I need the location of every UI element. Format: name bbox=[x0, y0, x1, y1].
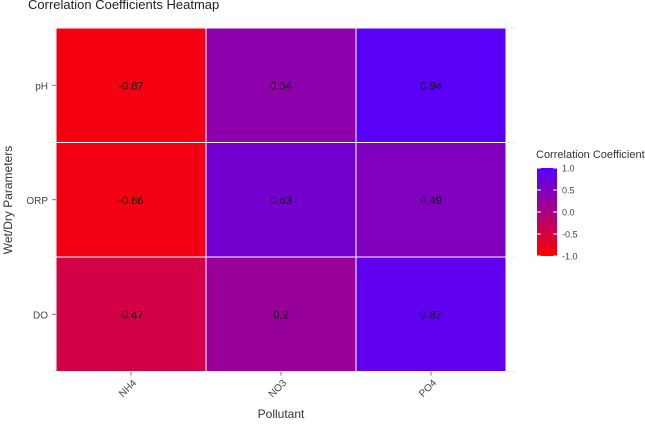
legend-tick-label: 1.0 bbox=[562, 164, 575, 174]
x-tick-label: PO4 bbox=[417, 378, 439, 400]
y-tick-label: ORP bbox=[26, 196, 48, 207]
heatmap-cell bbox=[55, 256, 207, 372]
x-tick-label: NO3 bbox=[267, 378, 290, 401]
cell-value-label: 0.63 bbox=[270, 195, 291, 207]
cell-value-label: 0.87 bbox=[420, 309, 441, 321]
legend-tick-label: -0.5 bbox=[562, 230, 578, 240]
cell-value-label: 0.94 bbox=[420, 80, 441, 92]
legend-tick-label: 0.0 bbox=[562, 208, 575, 218]
legend-color-bar bbox=[537, 168, 557, 256]
heatmap-cell bbox=[355, 27, 507, 143]
color-legend: Correlation Coefficient 1.0 0.5 0.0 -0.5 -1.… bbox=[536, 149, 645, 262]
cell-value-label: 0.2 bbox=[273, 309, 288, 321]
legend-title: Correlation Coefficient bbox=[536, 149, 645, 161]
legend-tick-label: -1.0 bbox=[562, 252, 578, 262]
heatmap-cell bbox=[205, 27, 357, 143]
cell-value-label: -0.87 bbox=[118, 80, 143, 92]
cell-value-label: -0.47 bbox=[118, 309, 143, 321]
cell-value-label: 0.34 bbox=[270, 80, 291, 92]
heatmap-cells: -0.87 0.34 0.94 -0.86 0.63 0.49 -0.47 0.2 0.87 bbox=[55, 27, 507, 372]
y-axis-ticks: pH ORP DO bbox=[26, 81, 56, 321]
heatmap-cell bbox=[205, 256, 357, 372]
cell-value-label: 0.49 bbox=[420, 195, 441, 207]
chart-title: Correlation Coefficients Heatmap bbox=[28, 0, 219, 12]
heatmap-cell bbox=[355, 142, 507, 258]
y-axis-label: Wet/Dry Parameters bbox=[1, 146, 15, 254]
x-axis-ticks: NH4 NO3 PO4 bbox=[117, 371, 439, 401]
x-axis-label: Pollutant bbox=[258, 407, 305, 421]
x-tick-label: NH4 bbox=[117, 378, 139, 400]
y-tick-label: pH bbox=[35, 81, 48, 92]
y-tick-label: DO bbox=[33, 310, 48, 321]
legend-tick-label: 0.5 bbox=[562, 186, 575, 196]
cell-value-label: -0.86 bbox=[118, 195, 143, 207]
